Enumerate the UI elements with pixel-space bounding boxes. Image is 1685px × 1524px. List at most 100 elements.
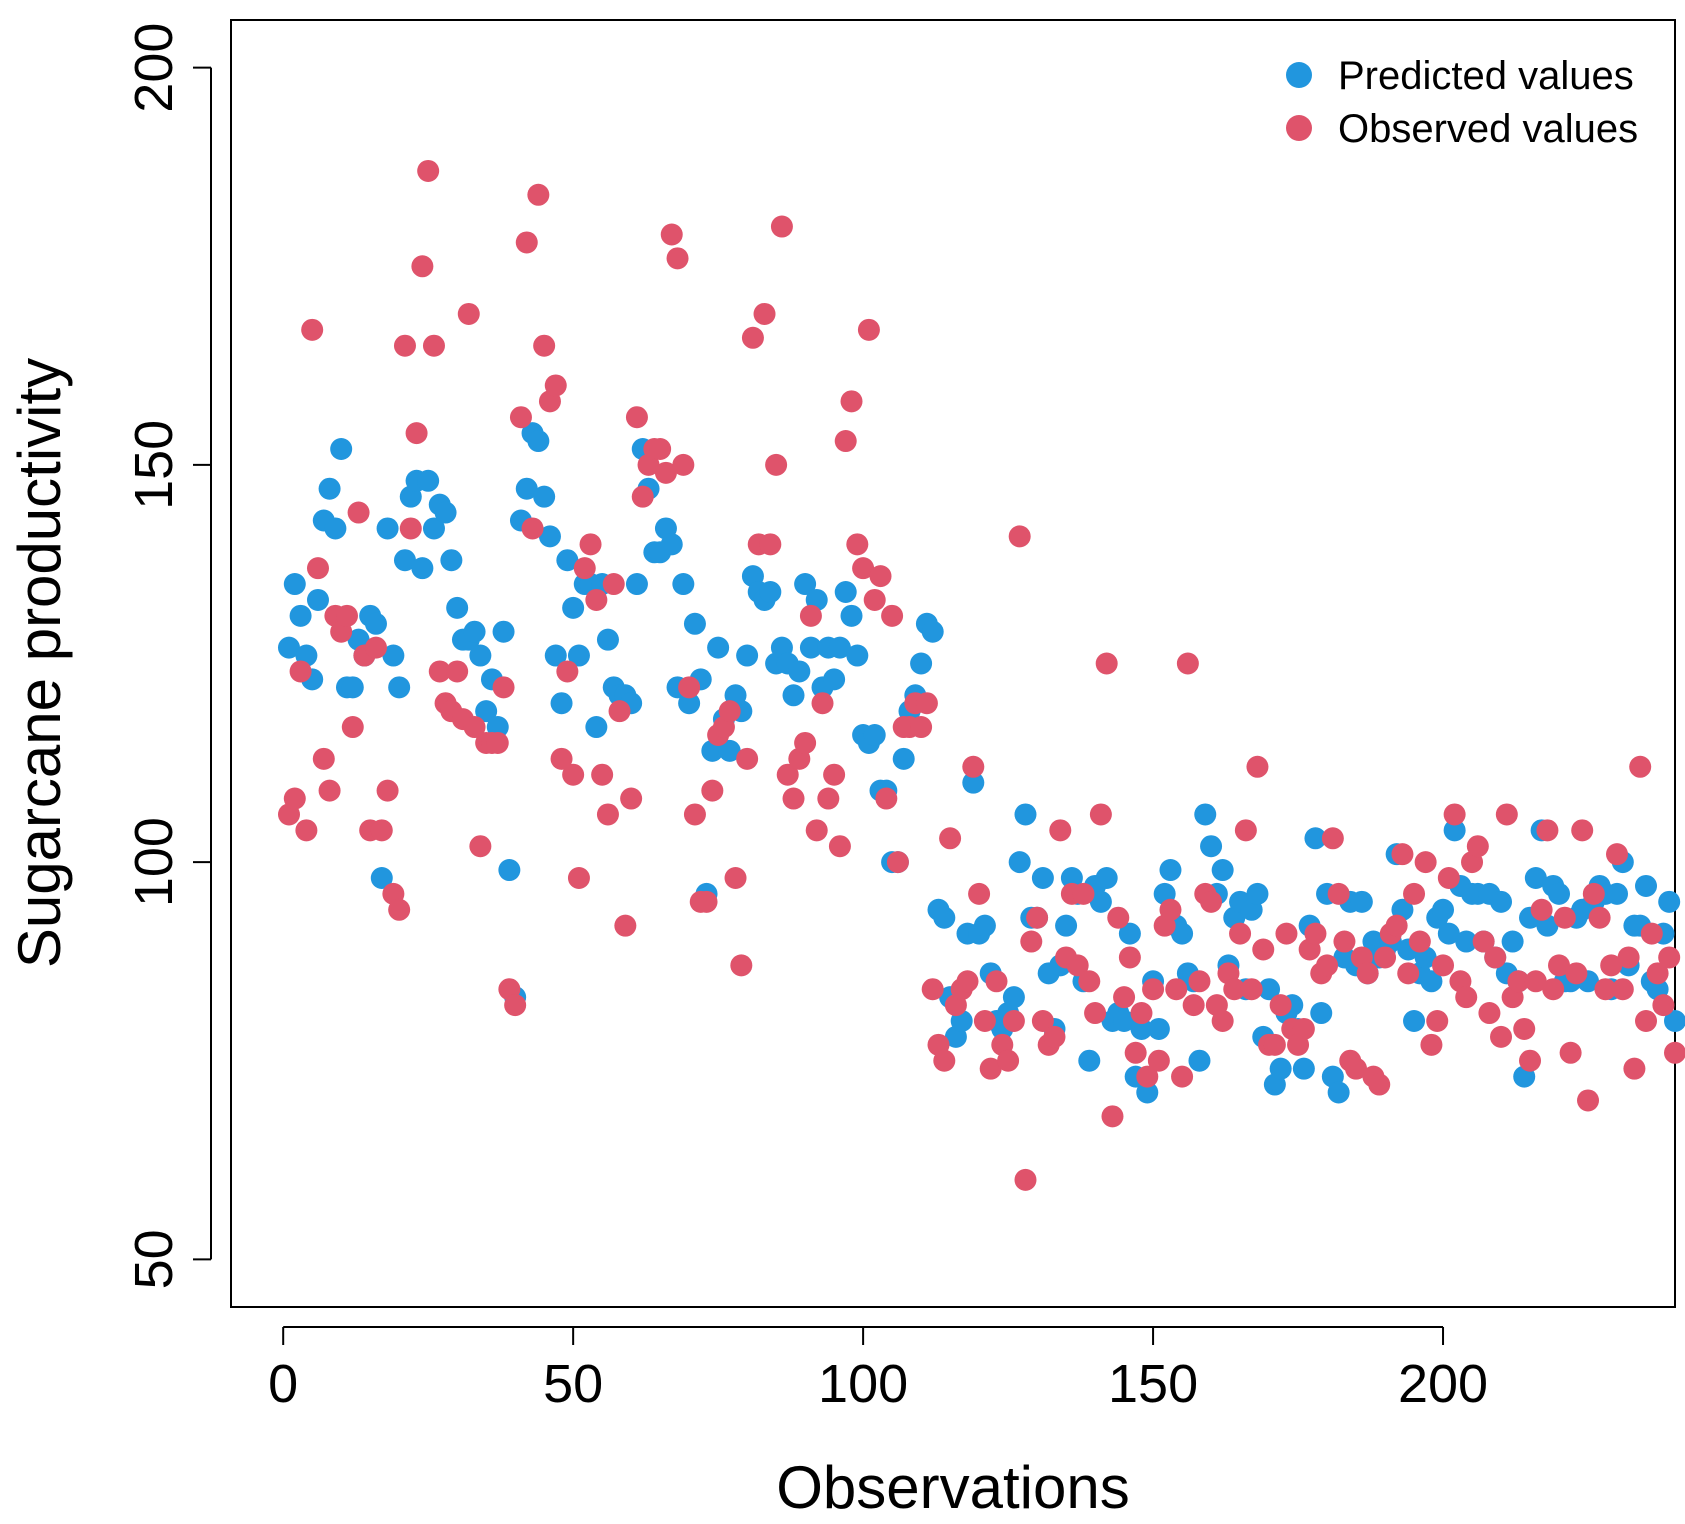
observed-point	[1385, 914, 1408, 937]
predicted-point	[469, 644, 492, 667]
observed-point	[1606, 843, 1629, 866]
observed-point	[492, 676, 515, 699]
observed-point	[1635, 1010, 1658, 1032]
predicted-point	[562, 596, 585, 619]
predicted-point	[550, 692, 573, 715]
observed-point	[811, 692, 834, 715]
y-tick-label: 150	[124, 420, 184, 510]
predicted-point	[788, 660, 811, 683]
observed-point	[1292, 1017, 1315, 1040]
observed-point	[1536, 819, 1559, 842]
observed-point	[1490, 1025, 1513, 1048]
predicted-point	[1095, 867, 1118, 889]
observed-point	[515, 231, 538, 254]
y-tick-label: 200	[124, 23, 184, 113]
observed-point	[486, 731, 509, 754]
predicted-point	[1269, 1057, 1292, 1080]
predicted-point	[828, 636, 851, 659]
predicted-point	[782, 684, 805, 707]
predicted-point	[556, 549, 579, 572]
observed-point	[678, 676, 701, 699]
observed-point	[1472, 930, 1495, 953]
predicted-point	[492, 620, 515, 643]
observed-point	[1043, 1025, 1066, 1048]
predicted-point	[823, 668, 846, 691]
predicted-point	[973, 914, 996, 937]
observed-point	[1136, 1065, 1159, 1088]
predicted-point	[1524, 867, 1547, 889]
observed-point	[1014, 1168, 1037, 1191]
observed-point	[1246, 755, 1269, 778]
predicted-point	[1432, 898, 1455, 921]
predicted-point	[1194, 803, 1217, 826]
predicted-point	[318, 477, 341, 500]
observed-point	[1582, 882, 1605, 905]
observed-point	[1495, 803, 1518, 826]
observed-point	[504, 994, 527, 1017]
observed-point	[596, 803, 619, 826]
observed-point	[910, 716, 933, 739]
predicted-point	[515, 477, 538, 500]
observed-point	[1275, 922, 1298, 945]
observed-series	[277, 159, 1685, 1191]
legend-marker-predicted	[1286, 62, 1312, 88]
predicted-point	[1014, 803, 1037, 826]
observed-point	[1223, 978, 1246, 1001]
predicted-point	[1548, 882, 1571, 905]
observed-point	[469, 835, 492, 858]
predicted-point	[1490, 890, 1513, 913]
predicted-series	[277, 422, 1685, 1104]
observed-point	[347, 501, 370, 524]
observed-point	[1356, 962, 1379, 985]
y-axis-label: Sugarcane productivity	[6, 358, 73, 968]
predicted-point	[1188, 1049, 1211, 1072]
predicted-point	[463, 620, 486, 643]
observed-point	[1629, 755, 1652, 778]
predicted-point	[411, 557, 434, 580]
predicted-point	[834, 581, 857, 603]
observed-point	[741, 326, 764, 349]
predicted-point	[330, 438, 353, 460]
observed-point	[614, 914, 637, 937]
observed-point	[765, 453, 788, 476]
observed-point	[730, 954, 753, 977]
observed-point	[997, 1049, 1020, 1072]
predicted-point	[388, 676, 411, 699]
observed-point	[1147, 1049, 1170, 1072]
observed-point	[794, 731, 817, 754]
predicted-point	[1159, 859, 1182, 882]
predicted-point	[1327, 1081, 1350, 1104]
predicted-point	[1211, 859, 1234, 882]
observed-point	[1165, 978, 1188, 1001]
predicted-point	[596, 628, 619, 651]
observed-point	[1240, 978, 1263, 1001]
observed-point	[1089, 803, 1112, 826]
observed-point	[585, 588, 608, 611]
observed-point	[1107, 906, 1130, 929]
observed-point	[1049, 819, 1072, 842]
predicted-point	[1635, 874, 1658, 897]
observed-point	[701, 779, 724, 802]
observed-point	[1066, 954, 1089, 977]
observed-point	[869, 565, 892, 588]
observed-point	[666, 247, 689, 270]
predicted-point	[1437, 922, 1460, 945]
predicted-point	[306, 588, 329, 611]
x-tick-label: 50	[543, 1354, 603, 1414]
observed-point	[1008, 525, 1031, 548]
observed-point	[886, 851, 909, 874]
predicted-point	[707, 636, 730, 659]
predicted-point	[475, 700, 498, 723]
predicted-point	[1147, 1017, 1170, 1040]
predicted-point	[283, 573, 306, 596]
observed-point	[1159, 898, 1182, 921]
observed-point	[799, 604, 822, 627]
observed-point	[1234, 819, 1257, 842]
x-tick-label: 150	[1108, 1354, 1198, 1414]
observed-point	[718, 700, 741, 723]
observed-point	[1327, 882, 1350, 905]
observed-point	[1374, 946, 1397, 969]
observed-point	[1078, 970, 1101, 993]
observed-point	[968, 882, 991, 905]
predicted-point	[1055, 914, 1078, 937]
